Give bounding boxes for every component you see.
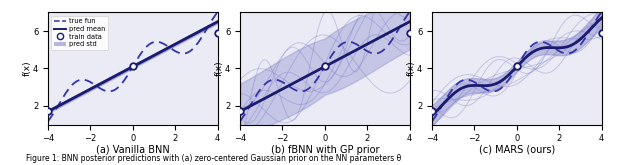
Text: (b) fBNN with GP prior: (b) fBNN with GP prior xyxy=(271,145,379,155)
Point xyxy=(235,109,245,112)
Text: (a) Vanilla BNN: (a) Vanilla BNN xyxy=(96,145,170,155)
Text: Figure 1: BNN posterior predictions with (a) zero-centered Gaussian prior on the: Figure 1: BNN posterior predictions with… xyxy=(26,154,401,163)
Point xyxy=(427,109,437,112)
Point xyxy=(404,32,415,34)
Point xyxy=(320,64,330,67)
Point xyxy=(596,32,607,34)
Y-axis label: f(x): f(x) xyxy=(214,61,223,76)
Point xyxy=(128,64,138,67)
Point xyxy=(43,109,53,112)
Point xyxy=(212,32,223,34)
Y-axis label: f(x): f(x) xyxy=(406,61,415,76)
Text: (c) MARS (ours): (c) MARS (ours) xyxy=(479,145,555,155)
Point xyxy=(512,64,522,67)
Legend: true fun, pred mean, train data, pred std: true fun, pred mean, train data, pred st… xyxy=(51,16,108,50)
Y-axis label: f(x): f(x) xyxy=(22,61,31,76)
